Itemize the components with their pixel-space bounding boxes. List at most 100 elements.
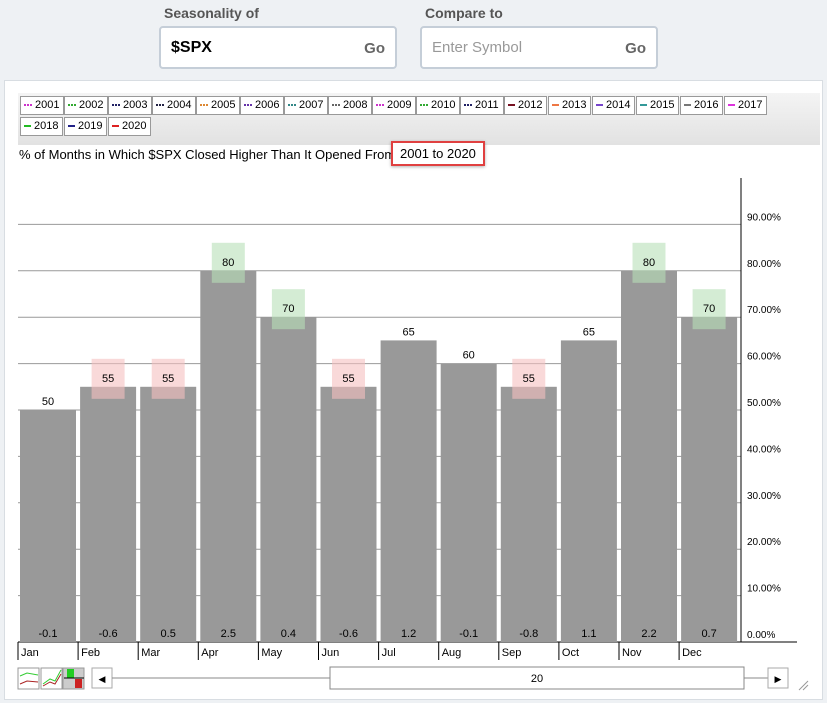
- legend-label: 2008: [343, 99, 368, 111]
- compare-go-button[interactable]: Go: [625, 40, 646, 57]
- legend-item-2004[interactable]: 2004: [152, 96, 197, 115]
- legend-item-2003[interactable]: 2003: [108, 96, 153, 115]
- compare-placeholder: Enter Symbol: [432, 39, 523, 56]
- legend-label: 2005: [211, 99, 236, 111]
- bar-icon-green: [67, 669, 74, 678]
- bar-oct: [560, 340, 617, 642]
- legend-item-2001[interactable]: 2001: [20, 96, 65, 115]
- bar-icon-red: [75, 679, 82, 688]
- legend-item-2016[interactable]: 2016: [680, 96, 724, 115]
- avg-return-label: -0.8: [519, 628, 538, 640]
- legend-item-2005[interactable]: 2005: [196, 96, 241, 115]
- legend-label: 2012: [518, 99, 543, 111]
- month-label: Feb: [81, 647, 100, 659]
- legend-item-2019[interactable]: 2019: [64, 117, 108, 136]
- legend-swatch: [640, 104, 647, 107]
- legend-label: 2016: [694, 99, 719, 111]
- cum-chart-icon-red: [42, 673, 62, 687]
- bar-value-label: 65: [402, 326, 414, 338]
- month-label: Jul: [382, 647, 396, 659]
- bar-value-label: 65: [583, 326, 595, 338]
- month-label: Mar: [141, 647, 160, 659]
- legend-swatch: [200, 104, 208, 107]
- bar-feb: [80, 386, 137, 642]
- highlight-box: [512, 358, 546, 399]
- legend-swatch: [684, 104, 691, 107]
- chart-title: % of Months in Which $SPX Closed Higher …: [19, 147, 396, 162]
- chart-title-range: 2001 to 2020: [391, 141, 485, 166]
- avg-return-label: 2.5: [221, 628, 236, 640]
- avg-return-label: -0.6: [339, 628, 358, 640]
- y-tick-label: 80.00%: [747, 259, 781, 270]
- legend-swatch: [24, 125, 31, 128]
- bar-value-label: 70: [282, 303, 294, 315]
- legend-label: 2018: [34, 120, 59, 132]
- y-tick-label: 10.00%: [747, 584, 781, 595]
- legend-swatch: [420, 104, 428, 107]
- legend-item-2012[interactable]: 2012: [504, 96, 548, 115]
- month-label: Dec: [682, 647, 702, 659]
- bar-value-label: 60: [463, 350, 475, 362]
- bar-value-label: 50: [42, 396, 54, 408]
- legend-item-2017[interactable]: 2017: [724, 96, 768, 115]
- highlight-box: [211, 242, 245, 283]
- slider-value: 20: [531, 673, 543, 685]
- y-tick-label: 50.00%: [747, 398, 781, 409]
- legend-item-2009[interactable]: 2009: [372, 96, 417, 115]
- legend-label: 2006: [255, 99, 280, 111]
- legend-label: 2017: [738, 99, 763, 111]
- legend-item-2020[interactable]: 2020: [108, 117, 152, 136]
- legend-label: 2015: [650, 99, 675, 111]
- legend-swatch: [112, 104, 120, 107]
- avg-return-label: 0.4: [281, 628, 296, 640]
- bar-value-label: 70: [703, 303, 715, 315]
- legend-label: 2020: [122, 120, 147, 132]
- y-tick-label: 20.00%: [747, 537, 781, 548]
- legend-swatch: [68, 125, 75, 128]
- line-chart-icon[interactable]: [17, 667, 40, 690]
- line-chart-icon-red: [19, 680, 39, 685]
- legend-item-2007[interactable]: 2007: [284, 96, 329, 115]
- seasonality-input[interactable]: $SPX Go: [159, 26, 397, 69]
- legend-label: 2004: [167, 99, 192, 111]
- legend-swatch: [376, 104, 384, 107]
- legend-swatch: [596, 104, 603, 107]
- avg-return-label: 0.7: [701, 628, 716, 640]
- legend-item-2010[interactable]: 2010: [416, 96, 461, 115]
- legend-item-2008[interactable]: 2008: [328, 96, 373, 115]
- avg-return-label: -0.1: [459, 628, 478, 640]
- legend-label: 2001: [35, 99, 60, 111]
- right-arrow-icon: ▶: [775, 674, 782, 684]
- cum-chart-icon-green: [42, 669, 62, 685]
- y-tick-label: 30.00%: [747, 491, 781, 502]
- legend-swatch: [156, 104, 164, 107]
- legend-label: 2002: [79, 99, 104, 111]
- legend-item-2002[interactable]: 2002: [64, 96, 109, 115]
- bar-value-label: 55: [523, 373, 535, 385]
- highlight-box: [91, 358, 125, 399]
- legend-item-2013[interactable]: 2013: [548, 96, 592, 115]
- legend-item-2014[interactable]: 2014: [592, 96, 636, 115]
- highlight-box: [332, 358, 365, 399]
- bar-aug: [440, 363, 497, 642]
- legend-item-2006[interactable]: 2006: [240, 96, 285, 115]
- y-tick-label: 90.00%: [747, 212, 781, 223]
- legend-item-2015[interactable]: 2015: [636, 96, 680, 115]
- legend-item-2018[interactable]: 2018: [20, 117, 64, 136]
- month-label: Aug: [442, 647, 462, 659]
- legend-item-2011[interactable]: 2011: [460, 96, 504, 115]
- seasonality-go-button[interactable]: Go: [364, 40, 385, 57]
- bar-mar: [140, 386, 197, 642]
- bar-sep: [500, 386, 557, 642]
- compare-input[interactable]: Enter Symbol Go: [420, 26, 658, 69]
- legend-swatch: [24, 104, 32, 107]
- bar-value-label: 55: [342, 373, 354, 385]
- bar-dec: [681, 317, 738, 642]
- legend-swatch: [68, 104, 76, 107]
- slider-right-button[interactable]: [767, 667, 789, 689]
- month-label: Sep: [502, 647, 522, 659]
- slider-thumb[interactable]: [329, 666, 745, 690]
- seasonality-label: Seasonality of: [164, 5, 259, 21]
- highlight-box: [632, 242, 666, 283]
- left-arrow-icon: ◀: [99, 674, 106, 684]
